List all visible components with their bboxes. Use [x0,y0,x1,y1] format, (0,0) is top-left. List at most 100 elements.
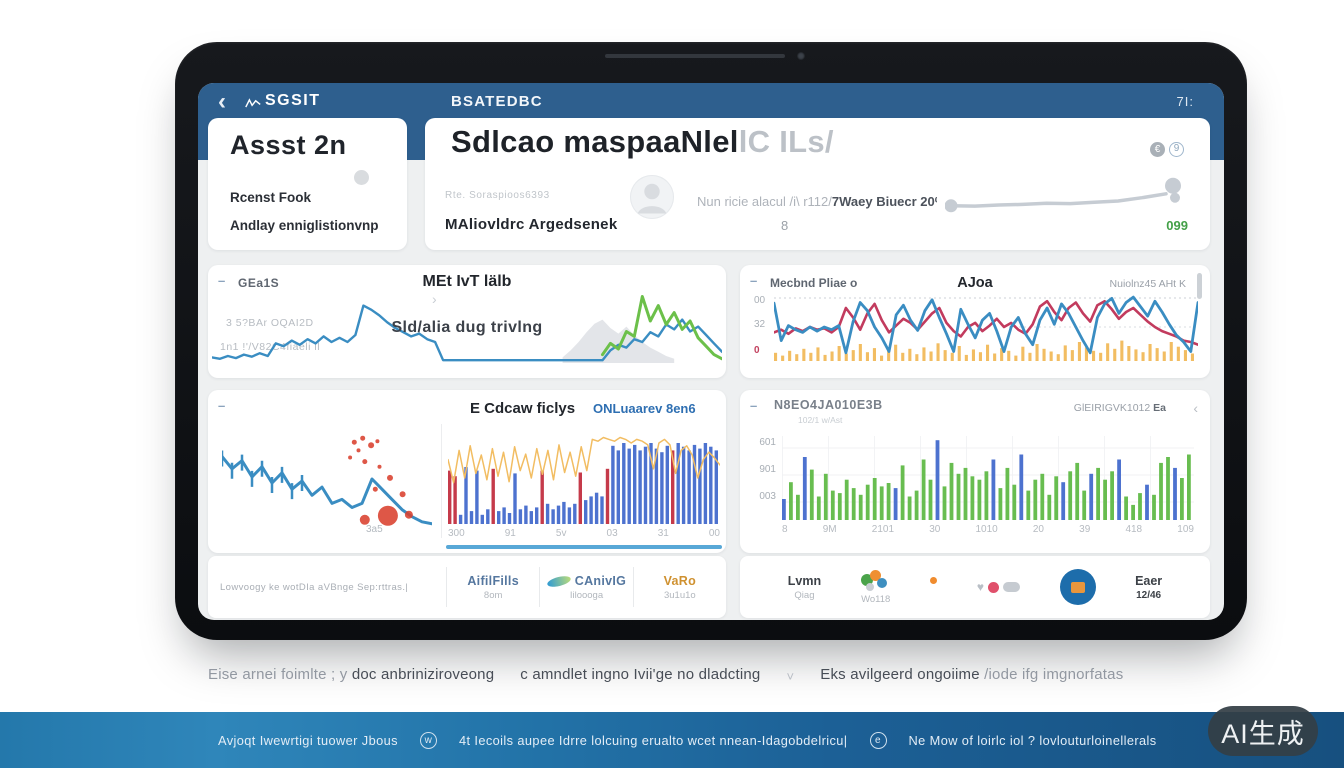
status-dot [354,170,369,185]
legend-item-canivig[interactable]: CAnivIG Iiloooga [540,574,632,601]
dashboard-header-card: Sdlcao maspaaNlellC ILs/ € 9 Rte. Sorasp… [425,118,1210,250]
divider [539,567,541,607]
panel-c-line-chart [222,435,432,526]
caption-seg3-dark: Eks avilgeerd ongoiime [820,666,985,683]
y-axis-label: 00 [754,295,766,306]
panel-c-bar-chart [448,436,720,524]
camera-dot [797,52,805,60]
caption-seg1-light: Eise arnei foimlte ; y [208,666,352,683]
chevron-right-icon[interactable]: › [432,291,437,307]
panel-c-link[interactable]: ONLuaarev 8en6 [593,401,696,416]
legend-strip-right: Lvmn Qiag Wo118 ♥ Eaer [740,556,1210,618]
gray-pill-icon [1002,582,1020,592]
avatar[interactable] [630,175,674,219]
panel-a-tag: GEa1S [238,276,280,290]
collapse-icon[interactable]: – [218,273,226,288]
divider [632,567,634,607]
summary-line2: Andlay enniglistionvnp [230,218,379,233]
y-axis-label: 32 [754,319,766,330]
app-circle-icon[interactable] [1059,569,1096,605]
chart-panel-c: – E Cdcaw ficlys ONLuaarev 8en6 3a5 300 9… [208,390,726,553]
legend-item-aifilfills[interactable]: AifilFills 8om [467,573,519,601]
caption-row: Eise arnei foimlte ; y doc anbrinizirove… [208,666,1208,684]
panel-d-tag: N8EO4JA010E3B [774,398,883,412]
back-button[interactable]: ‹ [218,88,226,115]
legend-strip-left: Lowvoogy ke wotDIa aVBnge Sep:rttras.| A… [208,556,726,618]
meta-id: Rte. Soraspioos6393 [445,190,550,201]
panel-a-title: MEt IvT lälb [422,273,512,290]
collapse-icon[interactable]: – [750,273,758,288]
x-axis-labels: 8 9M 2101 30 1010 20 39 418 109 [782,524,1194,535]
leaf-swoosh-icon [546,573,572,589]
summary-card[interactable]: Assst 2n Rcenst Fook Andlay enniglistion… [208,118,407,250]
panel-b-tag: Mecbnd Pliae o [770,276,858,290]
note-light: Nun ricie alacul /i\ r112/ [697,194,832,209]
caption-seg1-dark: doc anbriniziroveong [351,666,495,683]
chart-panel-b: – Mecbnd Pliae o AJoa Nuiolnz45 AHt K 00… [740,265,1210,378]
tablet-screen: ‹ SGSIT BSATEDBC 7I: Assst 2n Rcenst Foo… [198,83,1224,620]
footer-seg2: 4t Iecoils aupee Idrre lolcuing erualto … [458,732,848,748]
scrollbar-pill[interactable] [1197,273,1202,299]
y-axis-labels: 601 901 003 [759,437,776,502]
panel-a-label2: 1n1 !'/V82C4fiaeli il [220,341,321,353]
y-axis-label: 0 [754,345,760,356]
legend-item-eaer[interactable]: Eaer 12/46 [1135,573,1163,601]
badge-icon[interactable]: 9 [1169,142,1184,157]
chart-panel-d: – N8EO4JA010E3B 102/1 w/Ast GlEIRIGVK101… [740,390,1210,553]
page-title: Sdlcao maspaaNlellC ILs/ [451,124,834,159]
panel-b-title: AJoa [957,275,993,291]
panel-b-chart [774,295,1198,361]
panel-c-title: E Cdcaw ficlys [470,400,576,417]
status-time: 7I: [1176,94,1194,109]
nav-title: BSATEDBC [451,93,543,110]
brand-label: SGSIT [265,92,321,109]
panel-b-right-label: Nuiolnz45 AHt K [1109,278,1186,290]
panel-c-note: 3a5 [366,524,383,535]
note-dark: 7Waey Biuecr 20% [831,194,937,209]
ai-generated-watermark: AI生成 [1208,706,1318,756]
summary-title: Assst 2n [230,130,347,160]
caption-seg2: c amndlet ingno Ivii'ge no dladcting [520,666,761,683]
panel-d-right-label: GlEIRIGVK1012 Ea [1073,402,1166,414]
panel-a-chart [212,295,722,363]
trend-sparkline [945,177,1181,213]
panel-d-chart [782,436,1194,520]
legend-item-wo118[interactable]: Wo118 [860,569,891,605]
chart-scrollbar[interactable] [446,545,722,549]
collapse-icon[interactable]: – [750,398,758,413]
x-axis-labels: 300 91 5v 03 31 00 [448,528,720,539]
circled-e-icon[interactable]: e [869,731,887,749]
coin-icon[interactable]: € [1150,142,1165,157]
legend-item-varo[interactable]: VaRo 3u1u1o [663,573,697,601]
collapse-icon[interactable]: – [218,398,226,413]
divider [441,424,442,538]
panel-a-subtitle: Sld/alia dug trivlng [391,319,543,336]
tablet-device: ‹ SGSIT BSATEDBC 7I: Assst 2n Rcenst Foo… [175,42,1247,640]
header-note: Nun ricie alacul /i\ r112/7Waey Biuecr 2… [697,194,937,209]
multicolor-cluster-icon [860,569,891,592]
meta-name: MAliovldrc Argedsenek [445,216,618,233]
orange-dot [930,576,938,584]
chart-panel-a: – GEa1S MEt IvT lälb › 3 5?BAr OQAI2D 1n… [208,265,726,378]
panel-d-subtag: 102/1 w/Ast [798,415,843,425]
footer-bar: Avjoqt Iwewrtigi tuower Jbous w 4t Iecoi… [0,712,1344,768]
brand-icon [245,98,261,108]
speaker-slot [605,54,785,58]
status-icon-trio: ♥ [977,580,1020,594]
summary-line1: Rcenst Fook [230,190,312,205]
panel-a-label1: 3 5?BAr OQAI2D [226,317,314,329]
chevron-down-icon: ˅ [786,669,795,684]
footer-seg1: Avjoqt Iwewrtigi tuower Jbous [218,732,398,748]
legend-note: Lowvoogy ke wotDIa aVBnge Sep:rttras.| [220,581,409,593]
caption-seg3-light: /iode ifg imgnorfatas [984,666,1124,683]
circled-w-icon[interactable]: w [419,731,437,749]
heart-icon: ♥ [976,580,984,594]
legend-item-lvmn[interactable]: Lvmn Qiag [787,573,822,601]
header-icons: € 9 [1150,142,1184,157]
red-dot-icon [987,581,999,593]
divider [446,567,447,607]
chevron-left-icon[interactable]: ‹ [1193,400,1198,416]
note-value: 8 [781,218,789,233]
spark-value: 099 [1166,218,1188,233]
